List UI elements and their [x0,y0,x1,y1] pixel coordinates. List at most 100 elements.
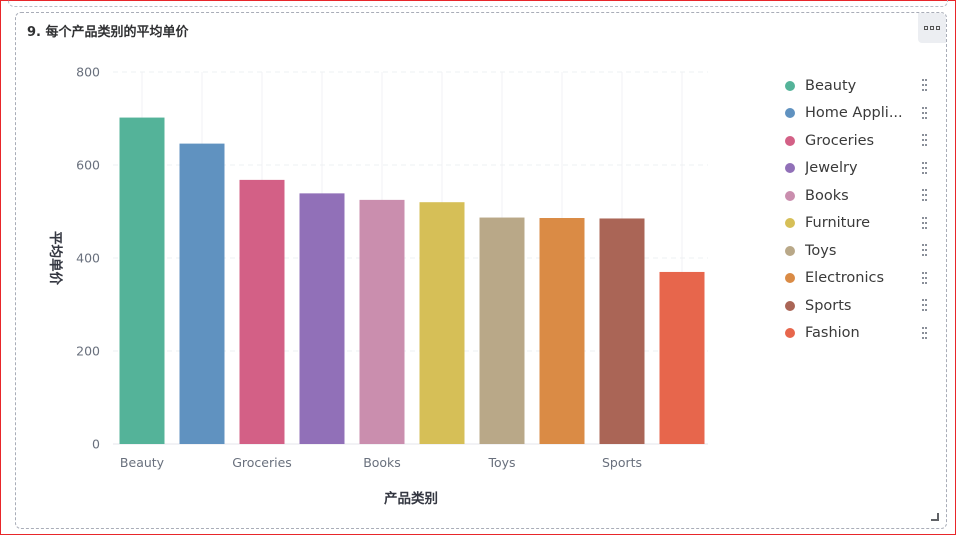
chart-legend: Beauty Home Appli... Groceries Jewelry Books… [785,72,930,347]
x-axis-ticks: Beauty Groceries Books Toys Sports [120,455,642,470]
bar-electronics[interactable] [539,218,585,444]
drag-handle-dot [922,89,924,91]
legend-color-swatch [785,300,795,311]
legend-label: Home Appli... [805,105,903,122]
legend-label: Fashion [805,325,860,342]
legend-label: Groceries [805,132,875,149]
bar-groceries[interactable] [239,179,285,444]
legend-item[interactable]: Jewelry [785,155,930,183]
more-options-icon-dot [936,26,940,30]
legend-color-swatch [785,245,795,256]
legend-color-swatch [785,328,795,339]
bar-home-appliances[interactable] [179,143,225,445]
drag-handle-dot [925,194,927,196]
drag-handle-icon[interactable] [922,216,927,230]
bar-furniture[interactable] [419,202,465,444]
legend-item[interactable]: Toys [785,237,930,265]
drag-handle-dot [922,189,924,191]
resize-handle-icon[interactable] [931,513,939,521]
legend-color-swatch [785,163,795,174]
x-tick-label: Beauty [120,455,165,470]
drag-handle-dot [925,271,927,274]
legend-item[interactable]: Furniture [785,210,930,238]
legend-item[interactable]: Groceries [785,127,930,155]
legend-color-swatch [785,273,795,284]
drag-handle-dot [922,116,924,119]
legend-color-swatch [785,135,795,146]
drag-handle-dot [925,216,927,219]
drag-handle-icon[interactable] [922,189,927,202]
drag-handle-icon[interactable] [922,271,927,285]
drag-handle-dot [925,336,927,339]
drag-handle-dot [925,199,927,201]
bar-jewelry[interactable] [299,193,345,444]
drag-handle-dot [925,276,927,279]
legend-item[interactable]: Sports [785,292,930,320]
drag-handle-dot [922,144,924,146]
drag-handle-dot [922,336,924,339]
drag-handle-dot [922,134,924,136]
drag-handle-dot [922,244,924,246]
legend-item[interactable]: Beauty [785,72,930,100]
drag-handle-dot [925,84,927,86]
y-tick-label: 0 [92,437,100,452]
legend-item[interactable]: Books [785,182,930,210]
drag-handle-icon[interactable] [922,299,927,312]
drag-handle-dot [922,249,924,251]
x-axis-label: 产品类别 [384,490,438,507]
x-tick-label: Groceries [232,455,292,470]
bar-toys[interactable] [479,217,525,444]
bar-books[interactable] [359,199,405,444]
drag-handle-dot [925,161,927,164]
more-options-button[interactable] [918,13,946,43]
drag-handle-dot [922,216,924,219]
drag-handle-dot [925,331,927,334]
y-tick-label: 400 [76,251,100,266]
y-axis-label: 平均单价 [47,231,64,285]
drag-handle-icon[interactable] [922,244,927,257]
legend-label: Toys [805,242,837,259]
legend-item[interactable]: Fashion [785,320,930,348]
drag-handle-icon[interactable] [922,106,927,120]
bar-beauty[interactable] [119,117,165,444]
drag-handle-dot [922,199,924,201]
drag-handle-icon[interactable] [922,326,927,340]
drag-handle-dot [925,221,927,224]
legend-color-swatch [785,80,795,91]
legend-item[interactable]: Home Appli... [785,100,930,128]
legend-label: Jewelry [805,160,858,177]
drag-handle-dot [925,326,927,329]
legend-label: Books [805,187,849,204]
x-tick-label: Toys [487,455,515,470]
drag-handle-icon[interactable] [922,79,927,92]
x-tick-label: Sports [602,455,642,470]
drag-handle-dot [925,226,927,229]
drag-handle-dot [925,309,927,311]
y-axis-ticks: 0 200 400 600 800 [76,65,100,452]
legend-label: Sports [805,297,852,314]
drag-handle-dot [925,171,927,174]
drag-handle-dot [922,254,924,256]
drag-handle-dot [925,111,927,114]
drag-handle-dot [925,299,927,301]
drag-handle-dot [922,139,924,141]
legend-label: Beauty [805,77,857,94]
drag-handle-dot [922,276,924,279]
bars [119,117,705,445]
legend-color-swatch [785,190,795,201]
drag-handle-icon[interactable] [922,161,927,175]
drag-handle-dot [922,309,924,311]
drag-handle-dot [922,299,924,301]
bar-fashion[interactable] [659,271,705,444]
drag-handle-dot [922,221,924,224]
drag-handle-dot [922,226,924,229]
drag-handle-dot [922,331,924,334]
panel-title: 9. 每个产品类别的平均单价 [27,25,189,40]
legend-color-swatch [785,108,795,119]
drag-handle-icon[interactable] [922,134,927,147]
drag-handle-dot [925,79,927,81]
legend-item[interactable]: Electronics [785,265,930,293]
drag-handle-dot [925,89,927,91]
y-tick-label: 600 [76,158,100,173]
bar-sports[interactable] [599,218,645,444]
